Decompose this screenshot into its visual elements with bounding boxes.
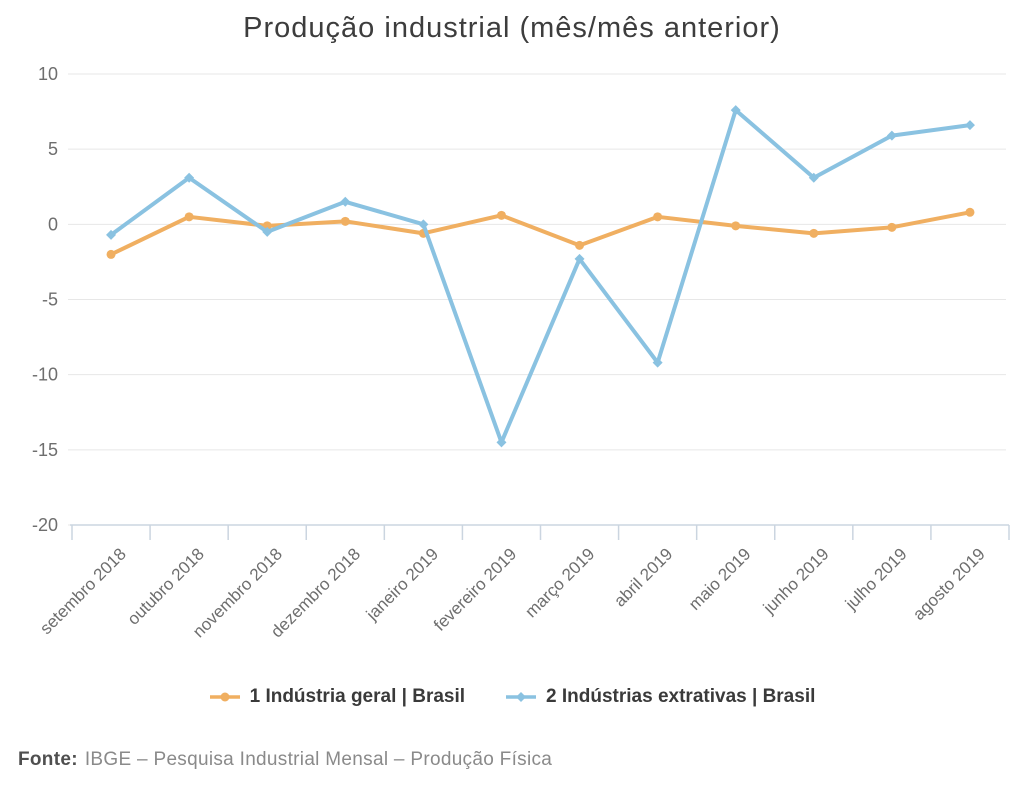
x-axis-label: agosto 2019	[909, 544, 989, 624]
y-axis-label: -20	[32, 515, 58, 535]
source-text: IBGE – Pesquisa Industrial Mensal – Prod…	[84, 749, 553, 770]
x-axis-label: julho 2019	[841, 544, 911, 614]
source-label: Fonte:	[18, 749, 78, 770]
x-axis-label: maio 2019	[685, 544, 755, 614]
series-industria-geral	[106, 207, 975, 259]
y-axis-label: -10	[32, 365, 58, 385]
x-axis-label: janeiro 2019	[362, 544, 442, 624]
y-axis-label: -15	[32, 440, 58, 460]
x-axis-label: março 2019	[521, 544, 598, 621]
y-axis-label: 5	[48, 139, 58, 159]
chart-title: Produção industrial (mês/mês anterior)	[243, 12, 781, 44]
gridlines: 10 5 0 -5 -10 -15 -20	[32, 64, 1006, 535]
y-axis-label: -5	[42, 290, 58, 310]
legend: 1 Indústria geral | Brasil 2 Indústrias …	[0, 686, 1024, 708]
source-note: Fonte: IBGE – Pesquisa Industrial Mensal …	[18, 749, 552, 771]
legend-label-industria-geral: 1 Indústria geral | Brasil	[249, 686, 466, 707]
x-axis-label: fevereiro 2019	[430, 544, 520, 634]
y-axis-label: 10	[38, 64, 58, 84]
x-axis-label: junho 2019	[759, 544, 833, 618]
x-axis-label: setembro 2018	[36, 544, 130, 638]
line-series-marker-icon	[209, 692, 240, 702]
x-axis-label: outubro 2018	[124, 544, 208, 628]
x-axis-label: abril 2019	[610, 544, 676, 610]
line-series-marker-icon	[506, 692, 537, 702]
legend-item-industria-geral[interactable]: 1 Indústria geral | Brasil	[209, 686, 465, 708]
legend-label-industrias-extrativas: 2 Indústrias extrativas | Brasil	[546, 686, 816, 707]
y-axis-label: 0	[48, 214, 58, 234]
series-industrias-extrativas	[106, 105, 975, 448]
legend-item-industrias-extrativas[interactable]: 2 Indústrias extrativas | Brasil	[505, 686, 815, 708]
